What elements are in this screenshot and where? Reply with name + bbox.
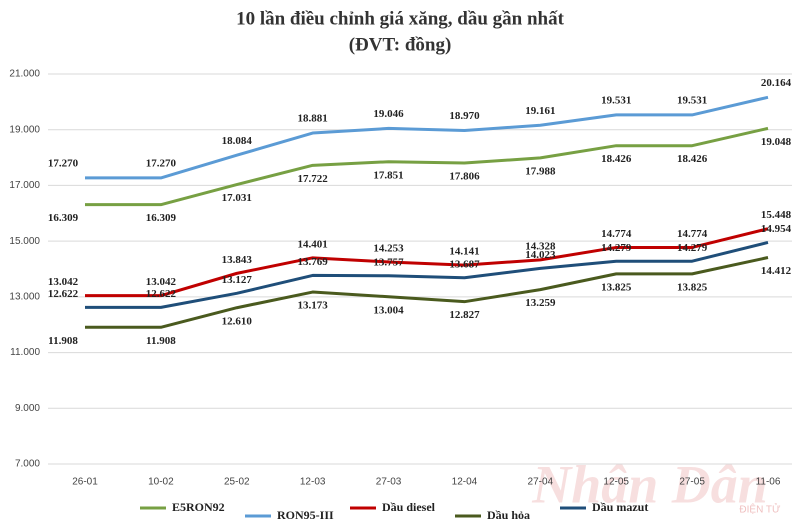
data-label: 14.279 (601, 242, 632, 254)
x-tick-label: 11-06 (756, 477, 781, 488)
data-label: 19.531 (601, 94, 631, 106)
x-tick-label: 26-01 (72, 477, 98, 488)
y-tick-label: 19.000 (9, 124, 40, 135)
x-tick-label: 25-02 (224, 477, 250, 488)
data-label: 14.253 (373, 242, 404, 254)
data-label: 14.328 (525, 240, 556, 252)
data-label: 14.141 (449, 246, 479, 258)
data-label: 19.048 (761, 136, 792, 148)
data-label: 13.757 (373, 256, 404, 268)
data-label: 14.954 (761, 223, 792, 235)
x-tick-label: 27-04 (528, 477, 554, 488)
x-tick-label: 27-05 (679, 477, 705, 488)
data-label: 15.448 (761, 209, 792, 221)
x-tick-label: 27-03 (376, 477, 402, 488)
data-label: 14.023 (525, 249, 556, 261)
data-label: 13.127 (222, 274, 253, 286)
data-label: 12.610 (222, 315, 253, 327)
watermark-sub: ĐIỆN TỬ (739, 503, 781, 516)
series-line (85, 126, 769, 207)
series-line (85, 227, 769, 298)
data-label: 14.279 (677, 242, 708, 254)
legend-label: RON95-III (277, 508, 334, 522)
x-tick-label: 12-04 (452, 477, 478, 488)
data-label: 20.164 (761, 77, 792, 89)
series-line (85, 256, 769, 329)
chart-title: 10 lần điều chỉnh giá xăng, dầu gần nhất (236, 8, 565, 29)
data-label: 19.046 (373, 108, 404, 120)
data-label: 13.687 (449, 258, 480, 270)
y-tick-label: 21.000 (9, 69, 40, 80)
y-tick-label: 17.000 (9, 180, 40, 191)
data-label: 14.401 (298, 238, 328, 250)
data-label: 13.843 (222, 254, 253, 266)
data-label: 14.412 (761, 265, 792, 277)
x-tick-label: 12-03 (300, 477, 326, 488)
data-label: 17.806 (449, 171, 480, 183)
data-label: 17.851 (373, 169, 403, 181)
data-label: 13.173 (298, 300, 329, 312)
data-label: 11.908 (48, 335, 78, 347)
y-tick-label: 13.000 (9, 291, 40, 302)
x-tick-label: 10-02 (148, 477, 174, 488)
data-label: 18.426 (601, 153, 632, 165)
data-label: 17.031 (222, 192, 252, 204)
y-tick-label: 15.000 (9, 236, 40, 247)
data-label: 19.531 (677, 94, 707, 106)
watermark: Nhân Dân (531, 454, 768, 514)
data-label: 13.042 (48, 276, 79, 288)
series-line (85, 240, 769, 309)
data-label: 13.004 (373, 304, 404, 316)
data-label: 18.970 (449, 110, 480, 122)
chart-subtitle: (ĐVT: đồng) (349, 34, 452, 55)
data-label: 12.827 (449, 309, 480, 321)
data-label: 18.084 (222, 135, 253, 147)
data-label: 12.622 (146, 288, 177, 300)
data-label: 17.270 (48, 157, 79, 169)
data-label: 17.988 (525, 165, 556, 177)
y-tick-label: 9.000 (15, 403, 40, 414)
y-tick-label: 11.000 (10, 347, 40, 358)
data-label: 11.908 (146, 335, 176, 347)
series-line (85, 95, 769, 180)
data-label: 18.426 (677, 153, 708, 165)
data-label: 13.769 (298, 256, 329, 268)
data-label: 14.774 (677, 228, 708, 240)
data-label: 17.270 (146, 157, 177, 169)
data-label: 13.042 (146, 276, 177, 288)
data-label: 14.774 (601, 228, 632, 240)
y-tick-label: 7.000 (15, 459, 40, 470)
data-label: 16.309 (146, 212, 177, 224)
data-label: 13.825 (601, 281, 632, 293)
data-label: 18.881 (298, 113, 328, 125)
data-label: 17.722 (298, 173, 329, 185)
data-label: 19.161 (525, 105, 555, 117)
data-label: 12.622 (48, 288, 79, 300)
legend-label: Dầu hỏa (487, 508, 530, 522)
data-label: 13.259 (525, 297, 556, 309)
legend-label: Dầu mazut (592, 500, 648, 514)
data-label: 16.309 (48, 212, 79, 224)
x-tick-label: 12-05 (603, 477, 629, 488)
data-label: 13.825 (677, 281, 708, 293)
legend-label: Dầu diesel (382, 500, 436, 514)
legend-label: E5RON92 (172, 500, 225, 514)
